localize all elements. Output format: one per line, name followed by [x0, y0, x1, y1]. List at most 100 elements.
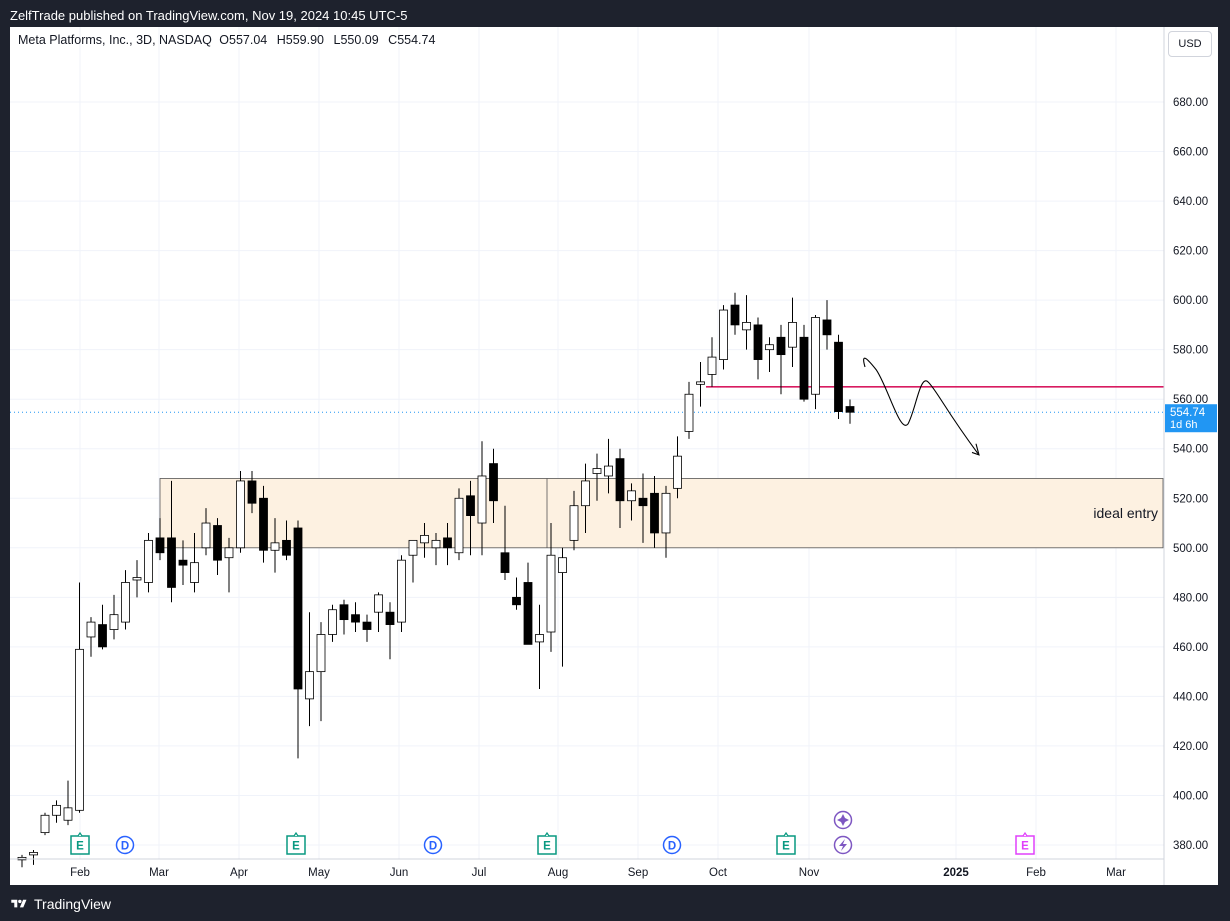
candle[interactable] [282, 520, 291, 561]
candle[interactable] [719, 305, 728, 370]
candle[interactable] [742, 295, 751, 350]
candle[interactable] [98, 604, 107, 650]
candle-body [29, 852, 38, 856]
candle-body [684, 393, 694, 432]
candle[interactable] [40, 812, 50, 836]
candle[interactable] [650, 475, 659, 548]
candle[interactable] [765, 337, 774, 372]
candle[interactable] [17, 854, 27, 868]
earnings-marker-icon[interactable] [537, 835, 557, 855]
candle[interactable] [374, 592, 383, 633]
candle[interactable] [362, 614, 372, 642]
currency-button[interactable]: USD [1168, 31, 1212, 57]
candle[interactable] [224, 537, 234, 593]
candle[interactable] [443, 523, 452, 566]
candle[interactable] [305, 612, 314, 727]
candle[interactable] [201, 508, 211, 556]
dividend-marker-icon[interactable] [662, 835, 682, 855]
candle[interactable] [489, 448, 498, 524]
candle[interactable] [822, 300, 832, 350]
candle[interactable] [408, 539, 418, 583]
candle[interactable] [535, 604, 544, 689]
candle[interactable] [592, 453, 602, 501]
candle[interactable] [167, 480, 176, 603]
candle[interactable] [52, 800, 61, 823]
candle[interactable] [696, 362, 705, 407]
candle[interactable] [661, 485, 671, 558]
candle[interactable] [466, 480, 475, 556]
price-tick-label: 660.00 [1173, 147, 1208, 159]
candle[interactable] [684, 381, 694, 439]
candle[interactable] [247, 471, 257, 514]
earnings-marker-icon[interactable] [70, 835, 90, 855]
dividend-marker-icon[interactable] [115, 835, 135, 855]
open-label: O [219, 33, 230, 47]
candle[interactable] [753, 317, 763, 380]
candle[interactable] [328, 604, 337, 642]
candle[interactable] [121, 570, 130, 630]
candle[interactable] [673, 436, 682, 499]
earnings-marker-icon[interactable] [776, 835, 796, 855]
candle[interactable] [155, 518, 165, 561]
candle[interactable] [270, 518, 280, 573]
candle[interactable] [788, 297, 797, 368]
candle[interactable] [604, 438, 613, 494]
candle[interactable] [109, 594, 119, 640]
candle-body [719, 309, 728, 360]
candle[interactable] [627, 483, 636, 521]
candle[interactable] [512, 577, 521, 610]
projection-path[interactable] [863, 357, 979, 455]
candle[interactable] [397, 555, 406, 633]
candle[interactable] [86, 617, 96, 657]
candle[interactable] [776, 324, 786, 395]
candle[interactable] [477, 441, 487, 556]
candle-body [811, 317, 820, 395]
candle[interactable] [213, 518, 222, 576]
candle[interactable] [293, 520, 303, 759]
chart-pane[interactable]: ideal entry 680.00 660.00 640.00 620.00 600.0… [10, 27, 1218, 885]
earnings-marker-icon[interactable] [1015, 835, 1035, 855]
candle[interactable] [259, 485, 268, 563]
candle[interactable] [707, 337, 717, 387]
candle[interactable] [546, 523, 556, 652]
candle[interactable] [500, 505, 510, 580]
price-tick-label: 560.00 [1173, 394, 1208, 406]
candle-body [742, 322, 751, 331]
earnings-marker-icon[interactable] [286, 835, 306, 855]
candle[interactable] [845, 399, 855, 424]
candle[interactable] [385, 602, 395, 660]
candle[interactable] [638, 473, 648, 543]
dividend-marker-icon[interactable] [423, 835, 443, 855]
candle[interactable] [236, 471, 245, 553]
candle[interactable] [834, 334, 843, 420]
candle[interactable] [75, 582, 84, 813]
price-tick-label: 440.00 [1173, 691, 1208, 703]
candle-body [592, 468, 602, 474]
candle[interactable] [811, 314, 820, 410]
candle-body [512, 596, 521, 606]
candle[interactable] [569, 490, 579, 551]
candle[interactable] [190, 532, 199, 593]
candle[interactable] [351, 602, 360, 633]
candle[interactable] [615, 448, 625, 528]
entry-zone[interactable] [159, 478, 1164, 549]
candle[interactable] [454, 488, 464, 561]
candle[interactable] [420, 523, 429, 558]
candle[interactable] [144, 532, 153, 593]
price-chart[interactable]: ideal entry 680.00 660.00 640.00 620.00 600.0… [10, 27, 1218, 885]
candle-body [627, 490, 636, 502]
candle[interactable] [730, 292, 740, 335]
candle[interactable] [431, 532, 441, 566]
candle[interactable] [316, 622, 326, 722]
event-marker-label: E [1021, 841, 1029, 853]
candle[interactable] [523, 562, 533, 645]
candle[interactable] [178, 540, 188, 585]
candle[interactable] [63, 780, 73, 826]
candle-body [707, 356, 717, 375]
candle[interactable] [29, 849, 38, 865]
candle[interactable] [581, 463, 590, 533]
candle[interactable] [339, 599, 349, 635]
candle[interactable] [558, 547, 567, 667]
candle[interactable] [132, 560, 142, 598]
candle[interactable] [799, 324, 809, 402]
